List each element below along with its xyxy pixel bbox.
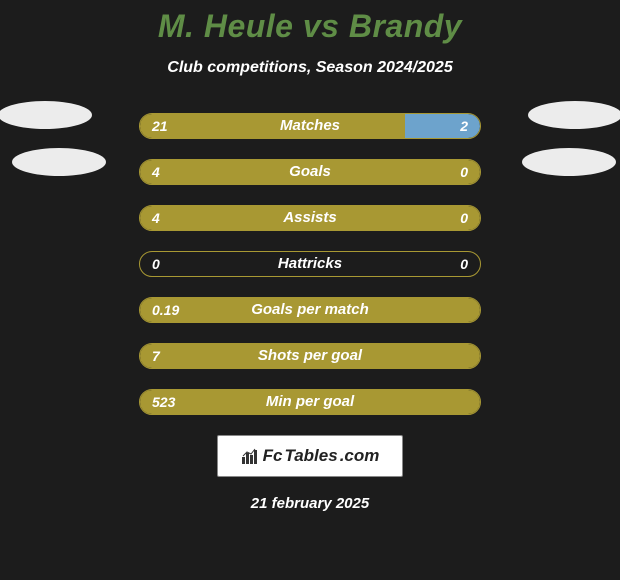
- title-player1: M. Heule: [158, 8, 294, 44]
- logo-fc: Fc: [263, 446, 283, 466]
- chart-icon: [241, 447, 261, 465]
- page-title: M. Heule vs Brandy: [0, 8, 620, 45]
- stat-row: 7Shots per goal: [139, 343, 481, 369]
- stat-label: Matches: [140, 114, 480, 138]
- player2-badge-bottom: [522, 148, 616, 176]
- stat-label: Goals: [140, 160, 480, 184]
- player2-badge-top: [528, 101, 620, 129]
- stat-row: 0.19Goals per match: [139, 297, 481, 323]
- stat-row: 523Min per goal: [139, 389, 481, 415]
- stat-row: 00Hattricks: [139, 251, 481, 277]
- logo-tables: Tables: [284, 446, 337, 466]
- stat-label: Shots per goal: [140, 344, 480, 368]
- stat-row: 40Goals: [139, 159, 481, 185]
- stat-label: Goals per match: [140, 298, 480, 322]
- fctables-logo[interactable]: FcTables.com: [217, 435, 403, 477]
- stat-row: 212Matches: [139, 113, 481, 139]
- date-text: 21 february 2025: [0, 495, 620, 512]
- logo-com: .com: [340, 446, 380, 466]
- title-player2: Brandy: [349, 8, 462, 44]
- subtitle: Club competitions, Season 2024/2025: [0, 59, 620, 77]
- stat-row: 40Assists: [139, 205, 481, 231]
- player1-badge-bottom: [12, 148, 106, 176]
- stat-label: Min per goal: [140, 390, 480, 414]
- stat-bars-column: 212Matches 40Goals 40Assists 00Hattricks 0.1…: [139, 113, 481, 415]
- stat-label: Hattricks: [140, 252, 480, 276]
- title-vs: vs: [303, 8, 340, 44]
- stat-label: Assists: [140, 206, 480, 230]
- player1-badge-top: [0, 101, 92, 129]
- logo-text: FcTables.com: [241, 446, 380, 466]
- comparison-chart: 212Matches 40Goals 40Assists 00Hattricks 0.1…: [0, 113, 620, 415]
